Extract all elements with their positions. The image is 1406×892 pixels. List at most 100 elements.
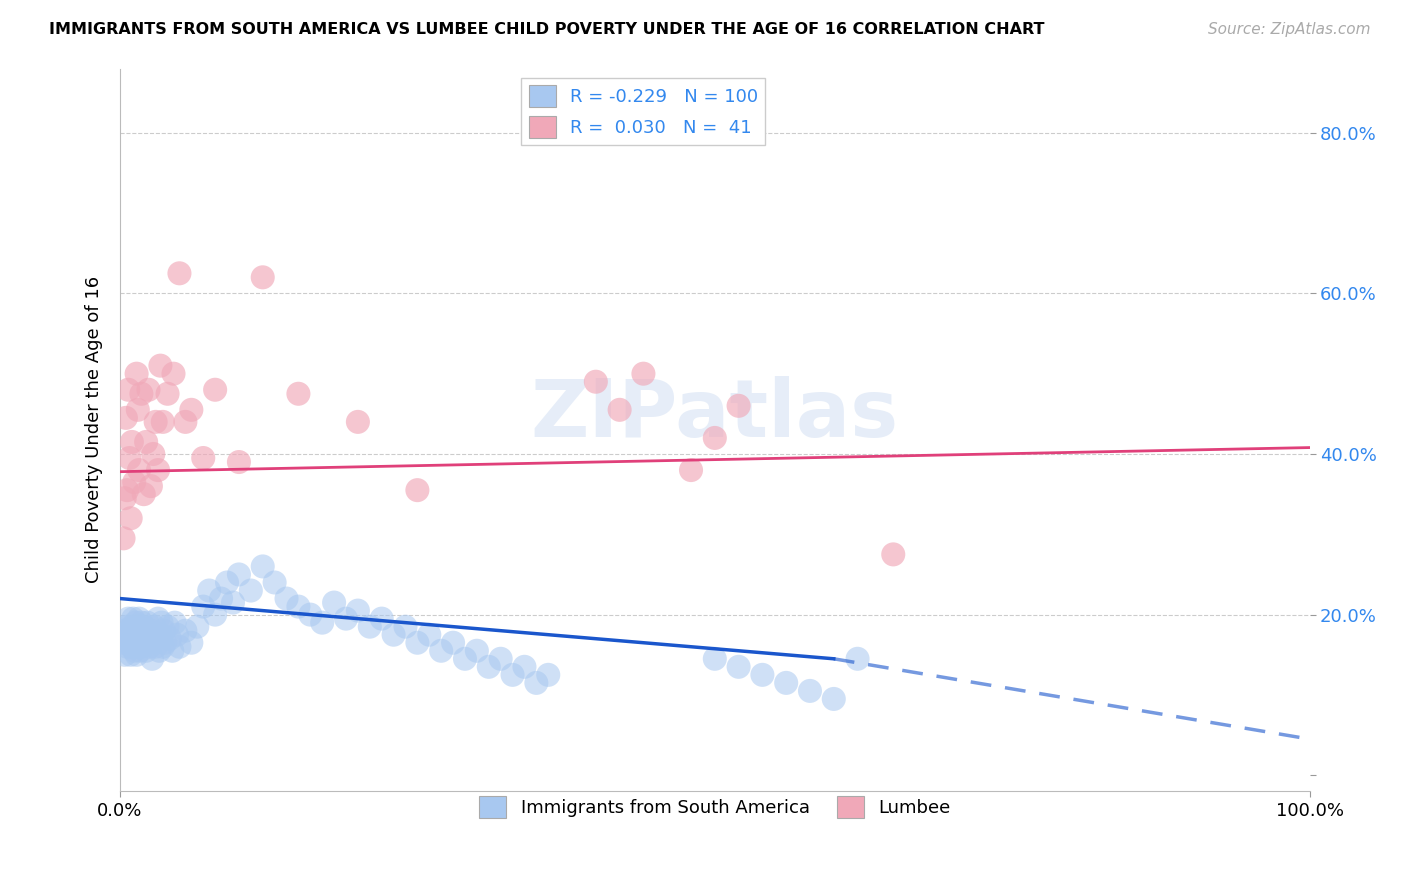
- Text: ZIPatlas: ZIPatlas: [530, 376, 898, 454]
- Point: [141, 652, 163, 666]
- Point: [124, 640, 146, 654]
- Point: [115, 620, 138, 634]
- Point: [169, 266, 191, 280]
- Point: [502, 668, 524, 682]
- Point: [122, 612, 145, 626]
- Point: [129, 644, 152, 658]
- Point: [117, 628, 139, 642]
- Point: [153, 624, 176, 638]
- Point: [121, 640, 143, 654]
- Point: [347, 415, 370, 429]
- Point: [679, 463, 702, 477]
- Point: [112, 532, 135, 546]
- Point: [129, 628, 152, 642]
- Point: [489, 652, 512, 666]
- Point: [186, 620, 208, 634]
- Point: [127, 402, 149, 417]
- Point: [727, 399, 749, 413]
- Point: [751, 668, 773, 682]
- Y-axis label: Child Poverty Under the Age of 16: Child Poverty Under the Age of 16: [86, 277, 103, 583]
- Point: [846, 652, 869, 666]
- Point: [775, 676, 797, 690]
- Point: [145, 415, 167, 429]
- Point: [441, 636, 464, 650]
- Point: [537, 668, 560, 682]
- Point: [162, 367, 184, 381]
- Point: [146, 628, 169, 642]
- Point: [406, 483, 429, 497]
- Point: [114, 648, 136, 662]
- Point: [252, 270, 274, 285]
- Point: [228, 567, 250, 582]
- Point: [299, 607, 322, 622]
- Point: [118, 636, 141, 650]
- Point: [143, 620, 166, 634]
- Point: [454, 652, 477, 666]
- Point: [204, 383, 226, 397]
- Point: [263, 575, 285, 590]
- Point: [117, 383, 139, 397]
- Point: [128, 463, 150, 477]
- Point: [125, 648, 148, 662]
- Point: [163, 615, 186, 630]
- Point: [124, 615, 146, 630]
- Point: [406, 636, 429, 650]
- Point: [149, 359, 172, 373]
- Point: [125, 632, 148, 646]
- Point: [131, 640, 153, 654]
- Point: [174, 415, 197, 429]
- Point: [127, 640, 149, 654]
- Point: [198, 583, 221, 598]
- Point: [145, 640, 167, 654]
- Point: [152, 640, 174, 654]
- Point: [121, 434, 143, 449]
- Point: [174, 624, 197, 638]
- Point: [169, 640, 191, 654]
- Point: [882, 548, 904, 562]
- Point: [149, 628, 172, 642]
- Point: [215, 575, 238, 590]
- Point: [252, 559, 274, 574]
- Point: [131, 624, 153, 638]
- Point: [115, 640, 138, 654]
- Point: [127, 620, 149, 634]
- Point: [139, 624, 162, 638]
- Point: [239, 583, 262, 598]
- Point: [311, 615, 333, 630]
- Point: [118, 450, 141, 465]
- Point: [148, 644, 170, 658]
- Point: [114, 491, 136, 505]
- Point: [335, 612, 357, 626]
- Point: [180, 402, 202, 417]
- Point: [115, 483, 138, 497]
- Point: [193, 599, 215, 614]
- Point: [142, 632, 165, 646]
- Point: [146, 612, 169, 626]
- Point: [166, 628, 188, 642]
- Point: [162, 644, 184, 658]
- Point: [132, 487, 155, 501]
- Point: [193, 450, 215, 465]
- Point: [120, 511, 142, 525]
- Point: [524, 676, 547, 690]
- Point: [180, 636, 202, 650]
- Point: [122, 628, 145, 642]
- Point: [513, 660, 536, 674]
- Point: [430, 644, 453, 658]
- Point: [117, 612, 139, 626]
- Point: [204, 607, 226, 622]
- Point: [121, 620, 143, 634]
- Point: [115, 632, 138, 646]
- Point: [120, 632, 142, 646]
- Point: [287, 599, 309, 614]
- Legend: Immigrants from South America, Lumbee: Immigrants from South America, Lumbee: [472, 789, 957, 826]
- Point: [703, 652, 725, 666]
- Point: [394, 620, 416, 634]
- Point: [138, 383, 160, 397]
- Point: [146, 463, 169, 477]
- Point: [347, 604, 370, 618]
- Point: [122, 644, 145, 658]
- Point: [799, 684, 821, 698]
- Point: [136, 615, 159, 630]
- Point: [478, 660, 501, 674]
